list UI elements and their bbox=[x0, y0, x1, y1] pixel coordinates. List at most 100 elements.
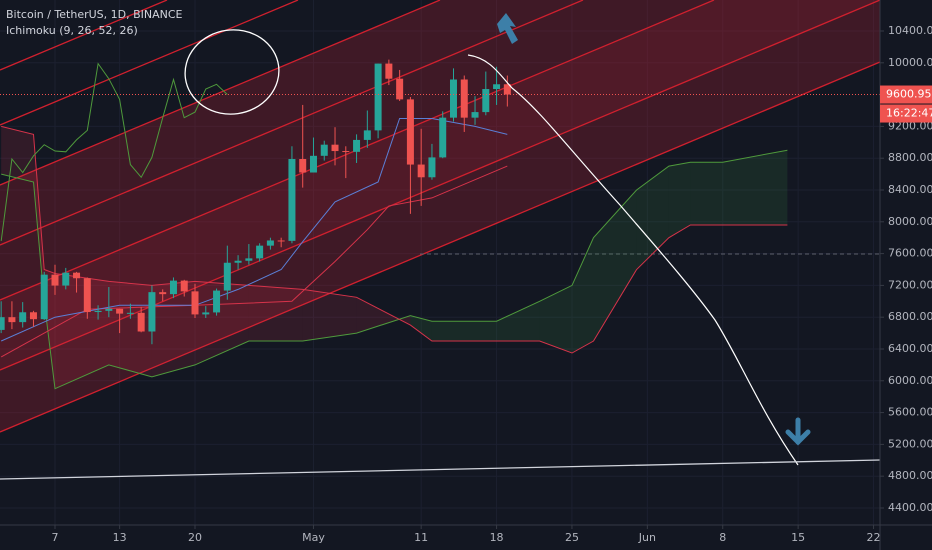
candle-body bbox=[51, 274, 59, 286]
candle-body bbox=[396, 78, 404, 100]
arrow-down-head bbox=[785, 429, 811, 446]
cloud-fill bbox=[690, 162, 723, 225]
x-tick-label: May bbox=[302, 531, 325, 544]
candle-body bbox=[245, 258, 253, 261]
candle-body bbox=[40, 274, 48, 320]
x-tick-label: 25 bbox=[565, 531, 579, 544]
y-tick-label: 6400.00 bbox=[888, 342, 932, 355]
x-tick-label: Jun bbox=[638, 531, 656, 544]
span-a bbox=[1, 149, 788, 390]
cloud-fill bbox=[248, 285, 303, 342]
y-tick-label: 8400.00 bbox=[888, 183, 932, 196]
cloud-fill bbox=[668, 162, 691, 238]
candle-body bbox=[439, 117, 447, 158]
candle-body bbox=[8, 317, 16, 323]
candle-body bbox=[94, 310, 102, 313]
y-tick-label: 10400.00 bbox=[888, 24, 932, 37]
candle-body bbox=[460, 79, 468, 118]
cloud-fill bbox=[722, 150, 788, 225]
candle-body bbox=[449, 79, 457, 118]
candle-body bbox=[213, 290, 221, 313]
chart-title: Bitcoin / TetherUS, 1D, BINANCE bbox=[6, 8, 183, 21]
candles bbox=[0, 59, 880, 345]
drawings bbox=[0, 13, 881, 480]
cloud-fill bbox=[431, 321, 497, 342]
candle-body bbox=[353, 139, 361, 152]
candle-body bbox=[256, 245, 264, 259]
x-tick-label: 11 bbox=[414, 531, 428, 544]
x-tick-label: 8 bbox=[719, 531, 726, 544]
channel-line bbox=[0, 61, 881, 433]
candle-body bbox=[288, 158, 296, 241]
x-tick-label: 18 bbox=[490, 531, 504, 544]
candle-body bbox=[266, 240, 274, 246]
countdown-box bbox=[880, 104, 932, 123]
axes: 4400.00 4800.00 5200.00 5600.00 6000.00 6400.… bbox=[52, 24, 932, 544]
candle-body bbox=[374, 63, 382, 131]
cloud-fill bbox=[593, 189, 637, 342]
candle-body bbox=[428, 157, 436, 178]
candle-body bbox=[342, 151, 350, 153]
candle-body bbox=[0, 317, 5, 330]
candle-body bbox=[202, 312, 210, 315]
last-price-label: 9600.95 bbox=[886, 88, 932, 101]
candle-body bbox=[137, 312, 145, 332]
candle-body bbox=[471, 112, 479, 118]
circle-annotation bbox=[184, 29, 280, 115]
tenkan-line bbox=[0, 118, 508, 342]
candle-body bbox=[493, 84, 501, 90]
candle-body bbox=[73, 272, 81, 279]
candle-body bbox=[363, 130, 371, 140]
chikou-line bbox=[0, 62, 228, 241]
candle-body bbox=[169, 280, 177, 295]
candle-body bbox=[331, 144, 339, 152]
kijun-line bbox=[0, 165, 508, 358]
plot-area bbox=[0, 0, 881, 433]
arrow-down bbox=[785, 417, 811, 446]
x-tick-label: 13 bbox=[113, 531, 127, 544]
candle-body bbox=[62, 272, 70, 286]
channel-line bbox=[0, 0, 299, 126]
candle-body bbox=[299, 158, 307, 173]
candle-body bbox=[83, 278, 91, 313]
price-axis bbox=[880, 0, 932, 550]
candle-body bbox=[159, 292, 167, 295]
candle-body bbox=[234, 260, 242, 263]
cloud-fill bbox=[636, 166, 669, 270]
indicator-label: Ichimoku (9, 26, 52, 26) bbox=[6, 24, 138, 37]
x-tick-label: 20 bbox=[188, 531, 202, 544]
y-tick-label: 8800.00 bbox=[888, 151, 932, 164]
cloud-fill bbox=[302, 289, 357, 342]
y-tick-label: 6800.00 bbox=[888, 310, 932, 323]
forecast-path bbox=[467, 54, 799, 466]
y-tick-label: 9200.00 bbox=[888, 119, 932, 132]
cloud-fill bbox=[496, 301, 540, 342]
x-tick-label: 15 bbox=[791, 531, 805, 544]
cloud-fill bbox=[55, 273, 109, 389]
candle-body bbox=[191, 291, 199, 315]
candle-body bbox=[385, 63, 393, 79]
cloud-fill bbox=[1, 126, 34, 183]
candle-body bbox=[320, 144, 328, 156]
channel-line bbox=[0, 0, 881, 371]
arrow-up-shape bbox=[497, 13, 518, 44]
candle-body bbox=[180, 280, 188, 292]
y-tick-label: 7600.00 bbox=[888, 247, 932, 260]
y-tick-label: 7200.00 bbox=[888, 278, 932, 291]
cloud-fill bbox=[410, 315, 432, 342]
span-b bbox=[1, 125, 788, 354]
y-tick-label: 4400.00 bbox=[888, 501, 932, 514]
candle-body bbox=[406, 99, 414, 165]
candle-body bbox=[19, 312, 27, 323]
y-tick-label: 8000.00 bbox=[888, 215, 932, 228]
last-price-box bbox=[880, 85, 932, 104]
cloud-fill bbox=[33, 134, 45, 302]
candle-body bbox=[126, 312, 134, 314]
candle-body bbox=[105, 308, 113, 311]
candle-body bbox=[116, 308, 124, 314]
candle-body bbox=[148, 292, 156, 332]
candle-body bbox=[417, 164, 425, 178]
cloud-fill bbox=[539, 285, 572, 353]
